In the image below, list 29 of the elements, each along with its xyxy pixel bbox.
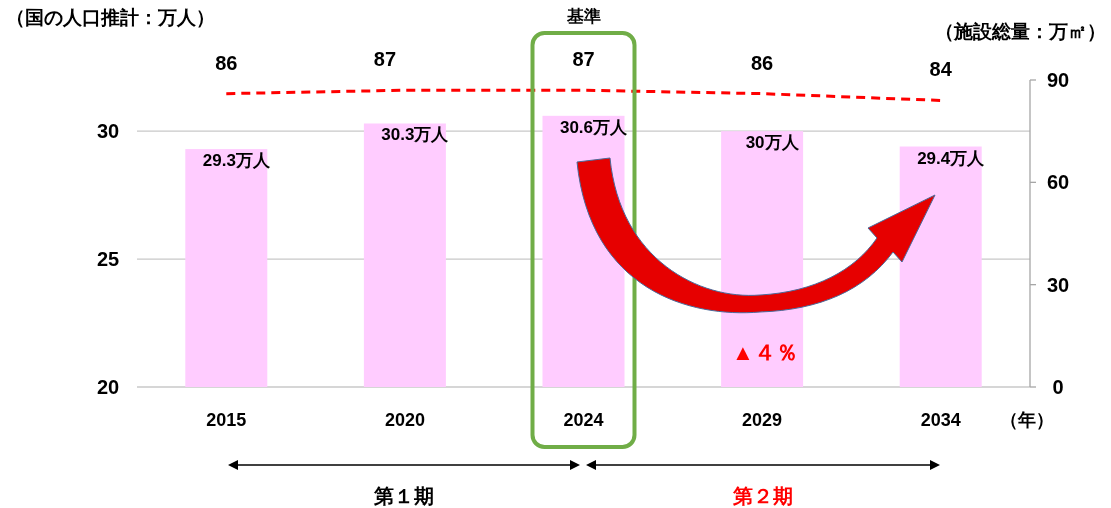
data-label: 86 [750,51,774,74]
text: 基準 [565,7,601,26]
y-tick-label: 30 [96,120,120,143]
text: 第１期 [373,485,434,507]
y2-axis-title: （施設総量：万㎡） [935,21,1106,42]
x-tick-label: 2020 [384,410,425,430]
data-label: 29.4万人 [917,148,986,168]
y-tick-label: 25 [96,248,120,271]
y2-tick-label: 60 [1046,171,1070,194]
data-label: 29.3万人 [202,151,271,171]
annotation: ▲４％ [732,340,798,365]
data-label: 86 [215,51,238,74]
x-axis-title: （年） [1000,410,1054,430]
y2-tick-label: 90 [1046,69,1070,91]
data-label: 87 [572,48,595,71]
y2-tick-label: 0 [1052,376,1064,398]
text: 第２期 [732,485,793,507]
x-tick-label: 2029 [742,410,783,430]
x-tick-label: 2034 [920,410,961,430]
data-label: 30万人 [745,133,800,153]
data-label: 30.6万人 [559,117,629,137]
data-label: 84 [929,58,953,81]
x-tick-label: 2015 [206,410,247,430]
y2-tick-label: 30 [1046,273,1070,296]
data-label: 87 [373,48,397,71]
data-label: 30.3万人 [381,125,450,145]
y-axis-title: （国の人口推計：万人） [6,7,215,28]
x-tick-label: 2024 [563,410,604,430]
y-tick-label: 20 [96,376,120,398]
